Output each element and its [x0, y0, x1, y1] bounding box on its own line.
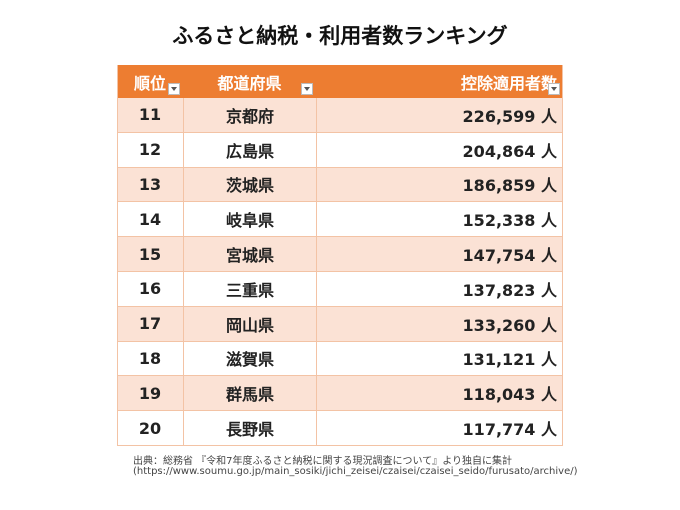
table-cell: 群馬県: [183, 376, 316, 411]
table-cell: 京都府: [183, 98, 316, 132]
table-row: 14 岐阜県 152,338 人: [117, 202, 563, 238]
table-cell: 11: [138, 105, 162, 125]
table-row: 19 群馬県 118,043 人: [117, 376, 563, 412]
filter-button[interactable]: [548, 83, 560, 95]
table-row: 20 長野県 117,774 人: [117, 411, 563, 446]
table-cell: 岐阜県: [183, 202, 316, 237]
table-cell: 12: [138, 140, 162, 160]
filter-button[interactable]: [168, 83, 180, 95]
table-cell: 117,774 人: [316, 411, 563, 445]
table-cell: 13: [138, 174, 162, 194]
table-cell: 17: [138, 314, 162, 334]
filter-button[interactable]: [301, 83, 313, 95]
table-row: 15 宮城県 147,754 人: [117, 237, 563, 272]
table-cell: 茨城県: [183, 167, 316, 202]
table-cell: 118,043 人: [316, 376, 563, 411]
title: ふるさと納税・利用者数ランキング: [172, 24, 508, 48]
header-cell: 順位: [117, 65, 183, 98]
table-cell: 226,599 人: [316, 98, 563, 132]
table-cell: 滋賀県: [183, 341, 316, 376]
table-row: 13 茨城県 186,859 人: [117, 167, 563, 203]
table-cell: 20: [138, 418, 162, 438]
table-cell: 長野県: [183, 411, 316, 445]
header-row: 順位 都道府県 控除適用者数: [117, 65, 563, 98]
source-url: (https://www.soumu.go.jp/main_sosiki/jic…: [133, 466, 578, 477]
table-row: 11 京都府 226,599 人: [117, 98, 563, 133]
table-row: 12 広島県 204,864 人: [117, 132, 563, 168]
header-cell: 都道府県: [183, 65, 316, 98]
table-cell: 広島県: [183, 132, 316, 167]
table-cell: 14: [138, 209, 162, 229]
table-row: 16 三重県 137,823 人: [117, 271, 563, 307]
table-cell: 16: [138, 279, 162, 299]
table-cell: 204,864 人: [316, 132, 563, 167]
header-text: 控除適用者数: [460, 73, 557, 93]
table-cell: 三重県: [183, 271, 316, 306]
table-row: 18 滋賀県 131,121 人: [117, 341, 563, 377]
table-cell: 186,859 人: [316, 167, 563, 202]
table-cell: 152,338 人: [316, 202, 563, 237]
table-cell: 137,823 人: [316, 271, 563, 306]
table-cell: 岡山県: [183, 306, 316, 341]
table-cell: 19: [138, 383, 162, 403]
header-cell: 控除適用者数: [316, 65, 563, 98]
source-note: 出典：総務省 『令和7年度ふるさと納税に関する現況調査について』より独自に集計: [133, 456, 513, 467]
ranking-table: 順位 都道府県 控除適用者数 11 京都府 226,599 人 12 広島県 204,864 人…: [117, 65, 563, 446]
table-cell: 131,121 人: [316, 341, 563, 376]
table-cell: 18: [138, 348, 162, 368]
header-text: 都道府県: [217, 73, 282, 93]
header-text: 順位: [133, 73, 166, 93]
table-cell: 宮城県: [183, 237, 316, 271]
table-cell: 15: [138, 244, 162, 264]
table-row: 17 岡山県 133,260 人: [117, 306, 563, 342]
table-cell: 133,260 人: [316, 306, 563, 341]
table-cell: 147,754 人: [316, 237, 563, 271]
